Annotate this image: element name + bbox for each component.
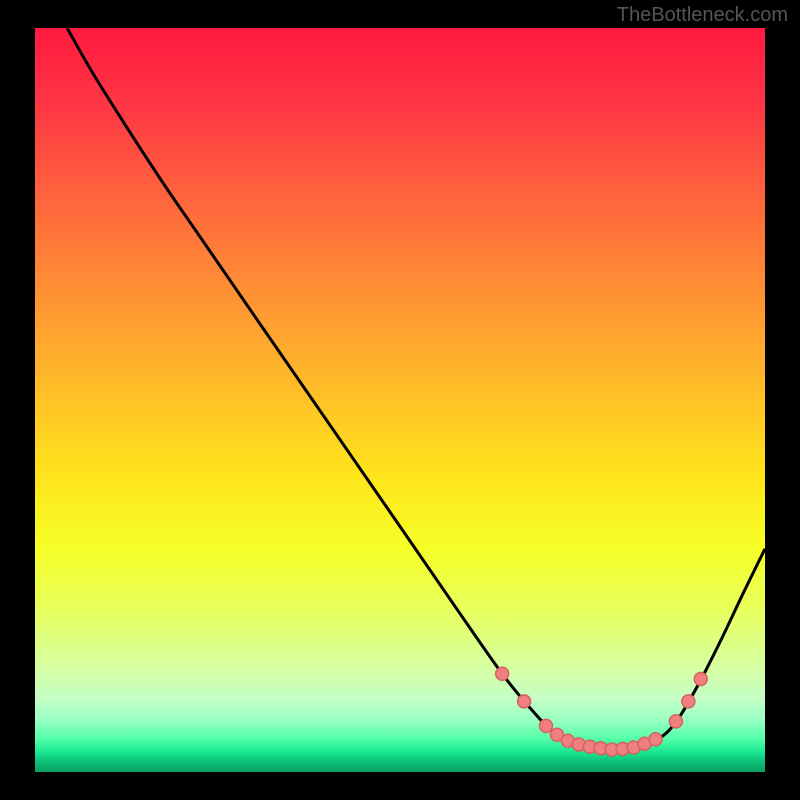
chart-svg — [35, 28, 765, 772]
plot-area — [35, 28, 765, 772]
watermark-text: TheBottleneck.com — [617, 4, 788, 27]
data-marker — [496, 667, 509, 680]
data-marker — [540, 719, 553, 732]
data-marker — [694, 673, 707, 686]
data-marker — [518, 695, 531, 708]
bottleneck-curve — [67, 28, 765, 750]
data-marker — [682, 695, 695, 708]
data-marker — [649, 733, 662, 746]
data-marker — [669, 715, 682, 728]
marker-group — [496, 667, 708, 756]
